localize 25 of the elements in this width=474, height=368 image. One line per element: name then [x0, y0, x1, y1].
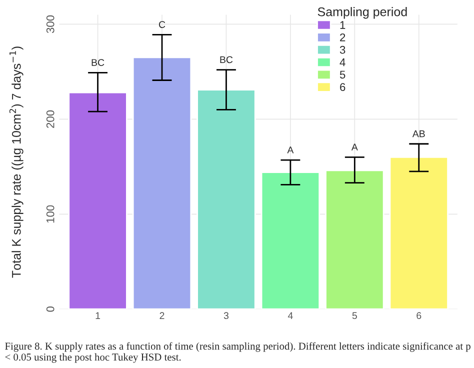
data-label: AB	[412, 130, 425, 138]
y-axis-title: Total K supply rate ((µg 10cm$^{2}$) 7 days$^{−1}$)	[9, 46, 24, 278]
legend-label: 5	[340, 70, 346, 79]
data-label: A	[351, 144, 358, 150]
data-label: C	[158, 21, 166, 28]
legend-label: 4	[340, 58, 346, 66]
data-label: BC	[92, 59, 104, 66]
data-label: BC	[220, 56, 233, 64]
legend-label: 2	[340, 33, 346, 42]
x-tick-label: 5	[352, 312, 357, 320]
y-tick-label: 300	[46, 15, 54, 34]
x-tick-label: 4	[288, 312, 293, 319]
x-tick-label: 1	[96, 312, 100, 319]
legend-title: Sampling period	[318, 7, 407, 19]
legend-label: 1	[340, 21, 346, 29]
y-tick-label: 200	[46, 110, 54, 128]
legend-label: 6	[340, 83, 346, 92]
x-tick-label: 3	[224, 312, 228, 320]
caption: Figure 8. K supply rates as a function of time (resin sampling period). Different letters indicate significance at p < 0.05 using the post hoc Tukey HSD test.	[5, 342, 470, 363]
y-tick-label: 0	[46, 306, 54, 312]
x-tick-label: 2	[160, 312, 164, 319]
legend-label: 3	[340, 46, 346, 54]
data-label: A	[287, 146, 294, 154]
y-tick-label: 100	[46, 205, 54, 223]
x-tick-label: 6	[416, 312, 422, 320]
